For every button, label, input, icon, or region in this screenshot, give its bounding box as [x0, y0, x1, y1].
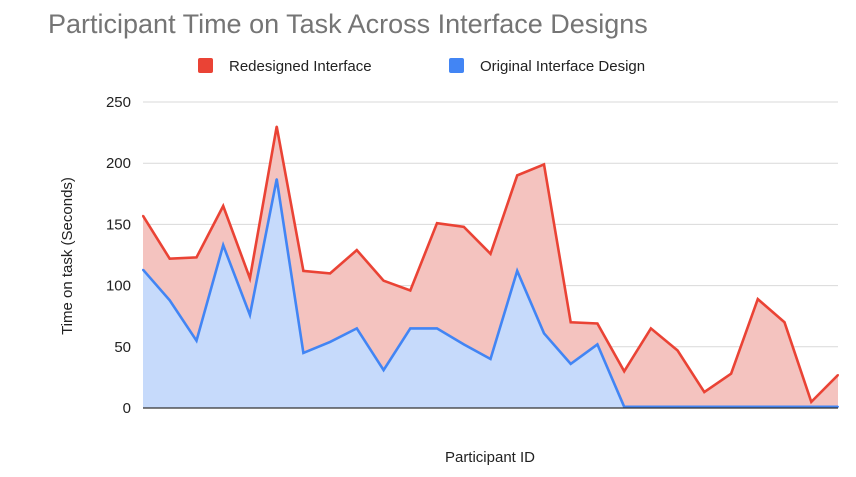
data-point-original[interactable] — [302, 351, 305, 354]
y-tick-label: 200 — [106, 155, 131, 172]
data-point-redesigned[interactable] — [275, 125, 278, 128]
data-point-original[interactable] — [462, 343, 465, 346]
data-point-redesigned[interactable] — [195, 256, 198, 259]
data-point-original[interactable] — [730, 405, 733, 408]
data-point-redesigned[interactable] — [142, 214, 144, 217]
legend-item-original[interactable]: Original Interface Design — [449, 58, 645, 75]
data-point-original[interactable] — [810, 405, 813, 408]
legend: Redesigned Interface Original Interface … — [198, 58, 645, 75]
legend-item-redesigned[interactable]: Redesigned Interface — [198, 58, 372, 75]
data-point-original[interactable] — [436, 327, 438, 330]
data-point-original[interactable] — [329, 340, 332, 343]
data-point-original[interactable] — [649, 405, 652, 408]
legend-label-redesigned: Redesigned Interface — [229, 58, 372, 75]
y-axis-title: Time on task (Seconds) — [59, 177, 76, 335]
data-point-original[interactable] — [168, 299, 171, 302]
data-point-redesigned[interactable] — [168, 257, 171, 260]
data-point-redesigned[interactable] — [837, 374, 839, 376]
data-point-original[interactable] — [569, 362, 572, 365]
area-original — [143, 179, 838, 408]
y-tick-label: 0 — [123, 400, 131, 417]
data-point-redesigned[interactable] — [222, 205, 225, 207]
series-lines — [141, 125, 839, 409]
data-point-redesigned[interactable] — [382, 279, 385, 282]
data-point-redesigned[interactable] — [596, 322, 599, 325]
data-point-redesigned[interactable] — [703, 391, 706, 394]
data-point-redesigned[interactable] — [756, 298, 759, 301]
data-point-original[interactable] — [623, 405, 626, 408]
y-axis-ticks: 0 50 100 150 200 250 — [106, 94, 131, 417]
data-point-redesigned[interactable] — [676, 349, 679, 352]
y-tick-label: 250 — [106, 94, 131, 111]
data-point-redesigned[interactable] — [248, 277, 251, 280]
data-point-redesigned[interactable] — [623, 370, 626, 373]
data-point-redesigned[interactable] — [516, 174, 519, 177]
data-point-redesigned[interactable] — [543, 163, 545, 166]
data-point-original[interactable] — [676, 405, 679, 408]
data-point-original[interactable] — [248, 314, 251, 316]
data-point-redesigned[interactable] — [730, 372, 733, 375]
x-axis-title: Participant ID — [445, 449, 535, 466]
chart-title: Participant Time on Task Across Interfac… — [48, 9, 648, 39]
data-point-redesigned[interactable] — [409, 289, 412, 292]
data-point-original[interactable] — [355, 327, 358, 330]
y-tick-label: 150 — [106, 216, 131, 233]
data-point-original[interactable] — [275, 178, 278, 181]
data-point-redesigned[interactable] — [810, 400, 813, 403]
data-point-original[interactable] — [837, 405, 839, 408]
data-point-original[interactable] — [222, 244, 225, 247]
data-point-original[interactable] — [756, 405, 759, 408]
data-point-original[interactable] — [596, 343, 599, 346]
data-point-redesigned[interactable] — [329, 272, 332, 275]
data-point-redesigned[interactable] — [649, 327, 652, 330]
y-tick-label: 100 — [106, 278, 131, 295]
data-point-original[interactable] — [703, 405, 706, 408]
data-point-original[interactable] — [543, 332, 545, 335]
data-point-original[interactable] — [516, 269, 519, 272]
legend-swatch-original — [449, 58, 464, 73]
data-point-redesigned[interactable] — [569, 321, 572, 324]
data-point-redesigned[interactable] — [783, 321, 786, 324]
data-point-original[interactable] — [382, 369, 385, 372]
data-point-original[interactable] — [195, 339, 198, 342]
data-point-original[interactable] — [409, 327, 412, 330]
legend-swatch-redesigned — [198, 58, 213, 73]
area-redesigned — [143, 126, 838, 408]
data-point-original[interactable] — [783, 405, 786, 408]
data-point-original[interactable] — [142, 268, 144, 271]
data-point-redesigned[interactable] — [436, 222, 438, 225]
data-point-redesigned[interactable] — [302, 269, 305, 272]
data-point-redesigned[interactable] — [489, 252, 492, 255]
y-tick-label: 50 — [114, 339, 131, 356]
data-point-redesigned[interactable] — [355, 249, 358, 252]
legend-label-original: Original Interface Design — [480, 58, 645, 75]
data-point-original[interactable] — [489, 358, 492, 360]
data-point-redesigned[interactable] — [462, 225, 465, 228]
series-areas — [143, 126, 838, 408]
